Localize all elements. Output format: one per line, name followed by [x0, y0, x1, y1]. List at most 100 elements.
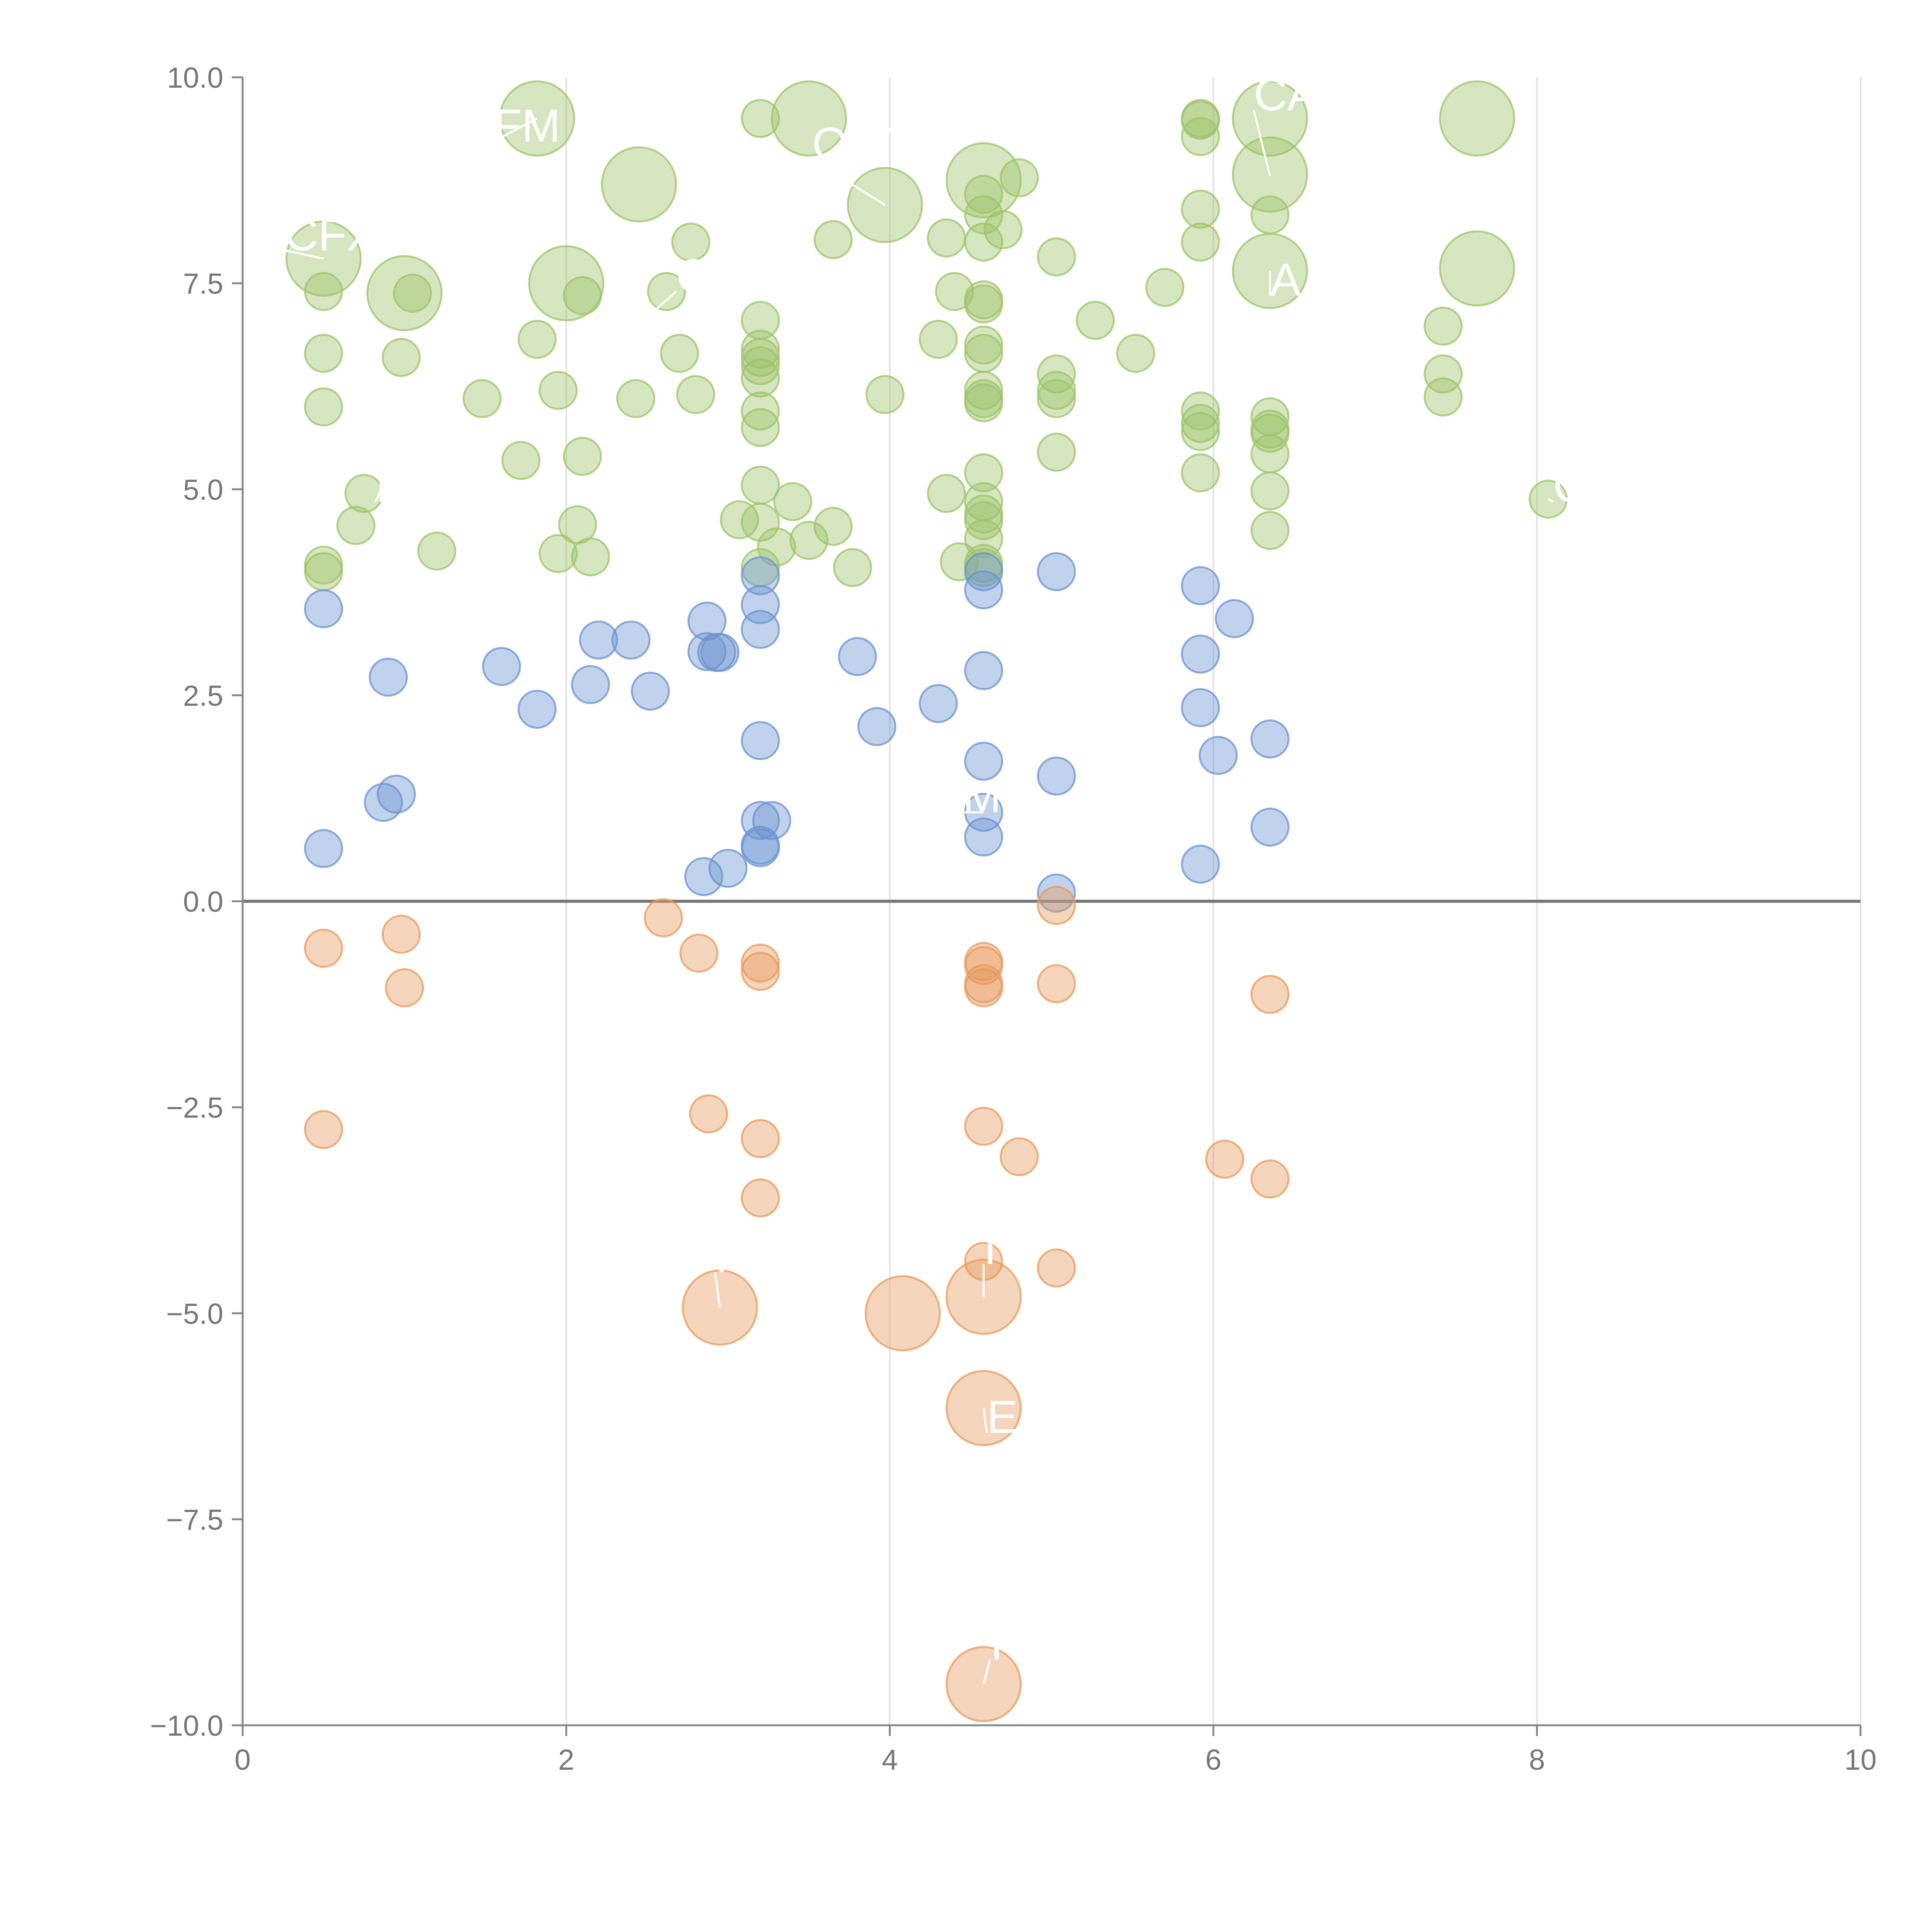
- annotation-leader: [1253, 110, 1271, 177]
- data-point: [1037, 552, 1076, 591]
- data-point: [741, 610, 780, 649]
- data-point: [660, 333, 699, 373]
- data-point: [1181, 100, 1220, 140]
- data-point: [741, 943, 780, 983]
- annotation-label: I: [715, 1230, 728, 1282]
- data-point: [644, 898, 683, 937]
- data-point: [611, 620, 651, 660]
- data-point: [1000, 1137, 1039, 1177]
- annotation-leader: [811, 159, 886, 206]
- series-high: [285, 80, 1568, 591]
- data-point: [579, 620, 618, 660]
- annotation-leader: [983, 1659, 991, 1685]
- data-point: [1250, 434, 1290, 474]
- data-point: [571, 665, 610, 704]
- data-point: [1037, 873, 1076, 913]
- data-point: [833, 548, 872, 587]
- data-point: [741, 358, 780, 398]
- data-point: [741, 1119, 780, 1158]
- data-point: [381, 915, 421, 954]
- data-point: [964, 371, 1003, 410]
- data-point: [1000, 158, 1039, 197]
- data-point: [1037, 379, 1076, 418]
- data-point: [1250, 511, 1290, 550]
- data-point: [983, 210, 1023, 250]
- data-point: [964, 453, 1003, 493]
- y-tick-label: −7.5: [166, 1503, 223, 1536]
- data-point: [1205, 1139, 1245, 1179]
- y-tick-label: −10.0: [150, 1709, 223, 1742]
- annotation-label: M: [963, 770, 1001, 822]
- data-point: [708, 849, 748, 888]
- data-point: [964, 284, 1003, 323]
- data-point: [571, 537, 610, 577]
- data-point: [964, 383, 1003, 422]
- data-point: [741, 330, 780, 369]
- annotation-label: CA: [1254, 68, 1318, 120]
- data-point: [1181, 688, 1220, 727]
- data-point: [689, 1094, 728, 1134]
- data-point: [304, 552, 343, 591]
- data-point: [671, 223, 711, 262]
- data-point: [304, 589, 343, 628]
- data-point: [528, 245, 604, 321]
- data-point: [679, 934, 719, 973]
- x-tick-label: 0: [235, 1743, 251, 1776]
- data-point: [517, 690, 557, 729]
- annotation-leader: [714, 1272, 721, 1308]
- data-point: [676, 375, 715, 414]
- data-point: [647, 272, 686, 311]
- data-point: [517, 320, 557, 359]
- data-point: [369, 657, 408, 697]
- data-point: [417, 531, 456, 571]
- data-point: [344, 474, 384, 513]
- data-point: [1250, 413, 1290, 453]
- y-tick-label: 2.5: [183, 679, 223, 712]
- data-point: [1250, 1159, 1290, 1199]
- data-point: [1181, 634, 1220, 674]
- data-point: [393, 274, 432, 313]
- data-point: [918, 320, 958, 359]
- data-point: [601, 146, 677, 223]
- data-point: [631, 672, 670, 711]
- data-point: [377, 774, 416, 814]
- data-point: [741, 338, 780, 377]
- data-point: [1181, 117, 1220, 156]
- data-point: [1232, 80, 1308, 157]
- data-point: [964, 195, 1003, 235]
- data-point: [741, 952, 780, 991]
- data-point: [1037, 756, 1076, 796]
- data-point: [865, 375, 905, 414]
- data-point: [773, 482, 813, 521]
- data-point: [1037, 1248, 1076, 1287]
- data-point: [463, 379, 502, 418]
- annotation-leader: [1548, 498, 1554, 503]
- y-tick-label: 0.0: [183, 886, 223, 918]
- data-point: [770, 80, 847, 157]
- data-point: [1250, 195, 1290, 235]
- data-point: [1423, 377, 1463, 417]
- y-tick-label: −5.0: [166, 1298, 223, 1330]
- y-tick-label: −2.5: [166, 1092, 223, 1124]
- annotation-leader: [284, 249, 324, 260]
- data-point: [1181, 845, 1220, 884]
- annotation-label: OST: [812, 118, 908, 170]
- data-point: [927, 474, 966, 513]
- data-point: [1181, 391, 1220, 431]
- series-low: [304, 886, 1290, 1722]
- data-point: [964, 223, 1003, 262]
- data-point: [741, 346, 780, 385]
- x-tick-label: 2: [558, 1743, 575, 1776]
- y-tick-label: 7.5: [183, 267, 223, 300]
- data-point: [385, 968, 424, 1007]
- annotation-label: I: [375, 460, 388, 512]
- data-point: [538, 371, 578, 410]
- data-point: [741, 556, 780, 595]
- data-point: [1439, 80, 1515, 157]
- annotation-leader: [983, 1408, 988, 1433]
- data-point: [501, 441, 541, 480]
- data-point: [1037, 237, 1076, 277]
- data-point: [1250, 808, 1290, 847]
- annotation-leader: [638, 291, 677, 325]
- data-point: [1181, 453, 1220, 493]
